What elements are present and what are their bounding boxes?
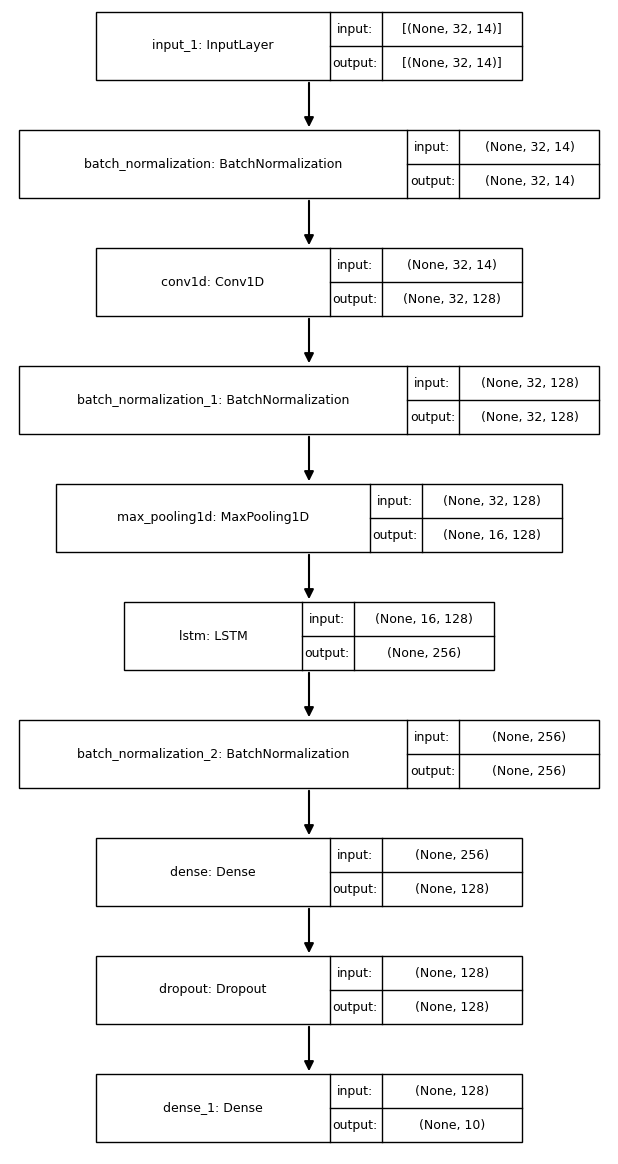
- Text: input:: input:: [337, 966, 373, 979]
- Bar: [56, 484, 562, 552]
- Text: input:: input:: [377, 495, 413, 508]
- Bar: [19, 721, 599, 788]
- Text: output:: output:: [332, 882, 378, 895]
- Text: conv1d: Conv1D: conv1d: Conv1D: [161, 276, 265, 289]
- Text: batch_normalization_2: BatchNormalization: batch_normalization_2: BatchNormalizatio…: [77, 747, 349, 760]
- Bar: [19, 130, 599, 198]
- Text: (None, 128): (None, 128): [415, 1085, 489, 1098]
- Text: batch_normalization: BatchNormalization: batch_normalization: BatchNormalization: [84, 157, 342, 170]
- Text: input:: input:: [414, 376, 451, 390]
- Text: (None, 256): (None, 256): [415, 849, 489, 861]
- Text: input:: input:: [309, 612, 345, 625]
- Text: output:: output:: [373, 528, 418, 541]
- Text: output:: output:: [305, 646, 350, 660]
- Text: (None, 32, 14): (None, 32, 14): [407, 258, 497, 271]
- Text: (None, 32, 128): (None, 32, 128): [481, 411, 578, 424]
- Text: output:: output:: [332, 292, 378, 305]
- Text: (None, 256): (None, 256): [493, 731, 567, 744]
- Text: input_1: InputLayer: input_1: InputLayer: [152, 40, 274, 52]
- Text: [(None, 32, 14)]: [(None, 32, 14)]: [402, 22, 502, 35]
- Text: input:: input:: [414, 731, 451, 744]
- Text: (None, 16, 128): (None, 16, 128): [376, 612, 473, 625]
- Text: (None, 32, 14): (None, 32, 14): [485, 141, 574, 154]
- Text: dense: Dense: dense: Dense: [170, 866, 256, 879]
- Bar: [124, 602, 494, 670]
- Text: output:: output:: [410, 765, 455, 778]
- Text: (None, 32, 14): (None, 32, 14): [485, 175, 574, 187]
- Text: dense_1: Dense: dense_1: Dense: [163, 1101, 263, 1114]
- Text: (None, 128): (None, 128): [415, 1001, 489, 1014]
- Text: (None, 10): (None, 10): [419, 1119, 485, 1131]
- Text: (None, 32, 128): (None, 32, 128): [404, 292, 501, 305]
- Bar: [96, 12, 522, 80]
- Text: (None, 256): (None, 256): [387, 646, 462, 660]
- Text: (None, 128): (None, 128): [415, 882, 489, 895]
- Text: output:: output:: [410, 175, 455, 187]
- Text: output:: output:: [332, 57, 378, 70]
- Text: output:: output:: [332, 1001, 378, 1014]
- Text: (None, 128): (None, 128): [415, 966, 489, 979]
- Text: max_pooling1d: MaxPooling1D: max_pooling1d: MaxPooling1D: [117, 511, 309, 525]
- Text: input:: input:: [337, 849, 373, 861]
- Text: lstm: LSTM: lstm: LSTM: [179, 630, 247, 643]
- Text: (None, 16, 128): (None, 16, 128): [444, 528, 541, 541]
- Text: input:: input:: [414, 141, 451, 154]
- Bar: [96, 1074, 522, 1142]
- Bar: [96, 248, 522, 315]
- Text: (None, 32, 128): (None, 32, 128): [444, 495, 541, 508]
- Text: (None, 256): (None, 256): [493, 765, 567, 778]
- Bar: [96, 956, 522, 1024]
- Text: output:: output:: [410, 411, 455, 424]
- Bar: [19, 365, 599, 434]
- Text: input:: input:: [337, 258, 373, 271]
- Bar: [96, 838, 522, 906]
- Text: batch_normalization_1: BatchNormalization: batch_normalization_1: BatchNormalizatio…: [77, 393, 349, 406]
- Text: [(None, 32, 14)]: [(None, 32, 14)]: [402, 57, 502, 70]
- Text: (None, 32, 128): (None, 32, 128): [481, 376, 578, 390]
- Text: input:: input:: [337, 22, 373, 35]
- Text: input:: input:: [337, 1085, 373, 1098]
- Text: dropout: Dropout: dropout: Dropout: [159, 984, 267, 996]
- Text: output:: output:: [332, 1119, 378, 1131]
